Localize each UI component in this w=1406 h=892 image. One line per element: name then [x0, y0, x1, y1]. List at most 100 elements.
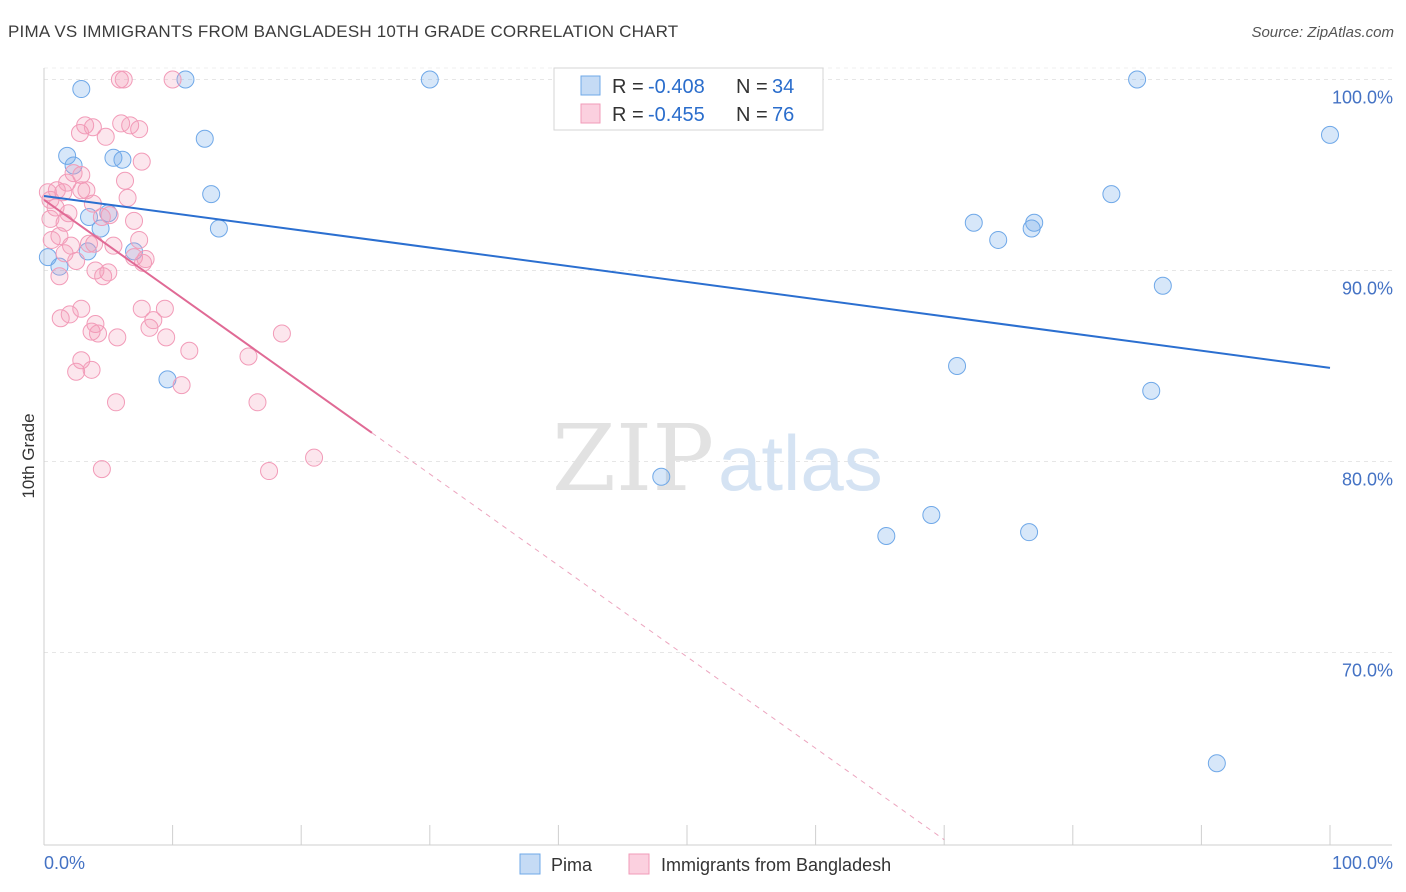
bangladesh-point-16 — [64, 164, 83, 183]
legend-label-pima: Pima — [551, 855, 593, 875]
stats-n-value-bangladesh: 76 — [772, 104, 794, 126]
bangladesh-point-21 — [72, 181, 91, 200]
pima-point-15 — [202, 185, 221, 204]
y-axis-title: 10th Grade — [19, 413, 38, 498]
bangladesh-point-46 — [114, 70, 133, 89]
bangladesh-point-52 — [130, 120, 149, 139]
bangladesh-point-6 — [50, 227, 69, 246]
bangladesh-point-20 — [72, 166, 91, 184]
bangladesh-point-40 — [100, 206, 119, 225]
trend-line-bangladesh — [43, 199, 373, 434]
stats-r-value-bangladesh: -0.455 — [648, 104, 705, 126]
bangladesh-point-54 — [132, 152, 151, 171]
pima-point-5 — [78, 242, 97, 261]
bangladesh-point-24 — [76, 116, 95, 135]
bangladesh-point-42 — [107, 393, 126, 412]
x-tick-label-min: 0.0% — [44, 853, 85, 873]
pima-point-6 — [80, 208, 99, 227]
pima-point-1 — [50, 257, 69, 276]
bangladesh-point-39 — [99, 263, 118, 282]
bangladesh-point-65 — [239, 347, 258, 366]
series-bangladesh-points — [38, 70, 324, 481]
chart-title: PIMA VS IMMIGRANTS FROM BANGLADESH 10TH … — [8, 22, 679, 41]
bangladesh-point-67 — [260, 462, 279, 481]
stats-n-label-pima: N = — [736, 76, 768, 98]
bangladesh-point-66 — [248, 393, 267, 412]
stats-r-value-pima: -0.408 — [648, 76, 705, 98]
pima-point-20 — [922, 505, 941, 524]
pima-point-22 — [964, 213, 983, 232]
bangladesh-point-22 — [72, 299, 91, 318]
pima-point-4 — [72, 80, 91, 99]
bangladesh-point-64 — [180, 341, 199, 360]
bangladesh-point-55 — [132, 299, 151, 318]
pima-point-3 — [64, 156, 83, 175]
bangladesh-point-15 — [62, 236, 81, 255]
bangladesh-point-9 — [54, 183, 73, 202]
bangladesh-point-26 — [80, 234, 99, 253]
bangladesh-point-38 — [96, 127, 115, 146]
source-label: Source: ZipAtlas.com — [1251, 24, 1394, 41]
pima-point-2 — [58, 146, 77, 165]
bangladesh-point-53 — [130, 230, 149, 249]
pima-point-13 — [176, 70, 195, 89]
y-tick-label-3: 70.0% — [1342, 661, 1393, 681]
trend-lines — [43, 195, 1331, 841]
bangladesh-point-18 — [67, 362, 86, 381]
pima-point-29 — [1142, 381, 1161, 400]
bangladesh-point-61 — [157, 328, 176, 347]
bangladesh-point-50 — [125, 211, 144, 230]
y-tick-label-0: 100.0% — [1332, 88, 1393, 108]
y-tick-labels: 100.0% 90.0% 80.0% 70.0% — [1332, 88, 1393, 681]
legend-swatch-bangladesh — [628, 853, 650, 875]
trend-line-bangladesh-extension — [371, 432, 945, 841]
series-pima-points — [38, 70, 1339, 773]
pima-point-31 — [1207, 754, 1226, 773]
bangladesh-point-44 — [110, 70, 129, 89]
bangladesh-point-62 — [163, 70, 182, 89]
pima-point-10 — [113, 150, 132, 169]
bangladesh-point-57 — [136, 250, 155, 269]
bangladesh-point-17 — [67, 251, 86, 270]
pima-point-0 — [38, 248, 57, 267]
bangladesh-point-47 — [116, 171, 135, 190]
bangladesh-point-14 — [60, 305, 79, 324]
pima-point-23 — [989, 230, 1008, 249]
stats-box: R = -0.408 N = 34 R = -0.455 N = 76 — [553, 67, 824, 131]
bangladesh-point-60 — [155, 299, 174, 318]
watermark-atlas: atlas — [718, 419, 883, 507]
bangladesh-point-49 — [121, 116, 140, 135]
bangladesh-point-68 — [272, 324, 291, 343]
pima-point-17 — [420, 70, 439, 89]
stats-r-label-pima: R = — [612, 76, 644, 98]
bangladesh-point-31 — [85, 234, 104, 253]
legend: Pima Immigrants from Bangladesh — [519, 853, 891, 875]
x-tick-label-max: 100.0% — [1332, 853, 1393, 873]
stats-swatch-pima — [580, 75, 601, 96]
bangladesh-point-13 — [59, 204, 78, 223]
bangladesh-point-69 — [305, 448, 324, 467]
bangladesh-point-36 — [92, 460, 111, 479]
bangladesh-point-7 — [50, 267, 69, 286]
stats-r-label-bangladesh: R = — [612, 104, 644, 126]
bangladesh-point-8 — [51, 309, 70, 328]
bangladesh-point-59 — [144, 311, 163, 330]
pima-point-9 — [104, 148, 123, 167]
legend-label-bangladesh: Immigrants from Bangladesh — [661, 855, 891, 875]
bangladesh-point-5 — [47, 181, 66, 200]
bangladesh-point-29 — [83, 118, 102, 137]
y-tick-label-2: 80.0% — [1342, 470, 1393, 490]
bangladesh-point-35 — [92, 208, 111, 227]
stats-n-value-pima: 34 — [772, 76, 794, 98]
bangladesh-point-41 — [104, 236, 123, 255]
x-tick-marks — [43, 825, 1331, 845]
pima-point-21 — [948, 357, 967, 375]
pima-point-19 — [877, 526, 896, 545]
y-tick-label-1: 90.0% — [1342, 279, 1393, 299]
pima-point-30 — [1153, 276, 1172, 295]
bangladesh-point-34 — [89, 324, 108, 343]
pima-point-32 — [1321, 125, 1339, 144]
stats-n-label-bangladesh: N = — [736, 104, 768, 126]
pima-point-26 — [1020, 523, 1039, 542]
